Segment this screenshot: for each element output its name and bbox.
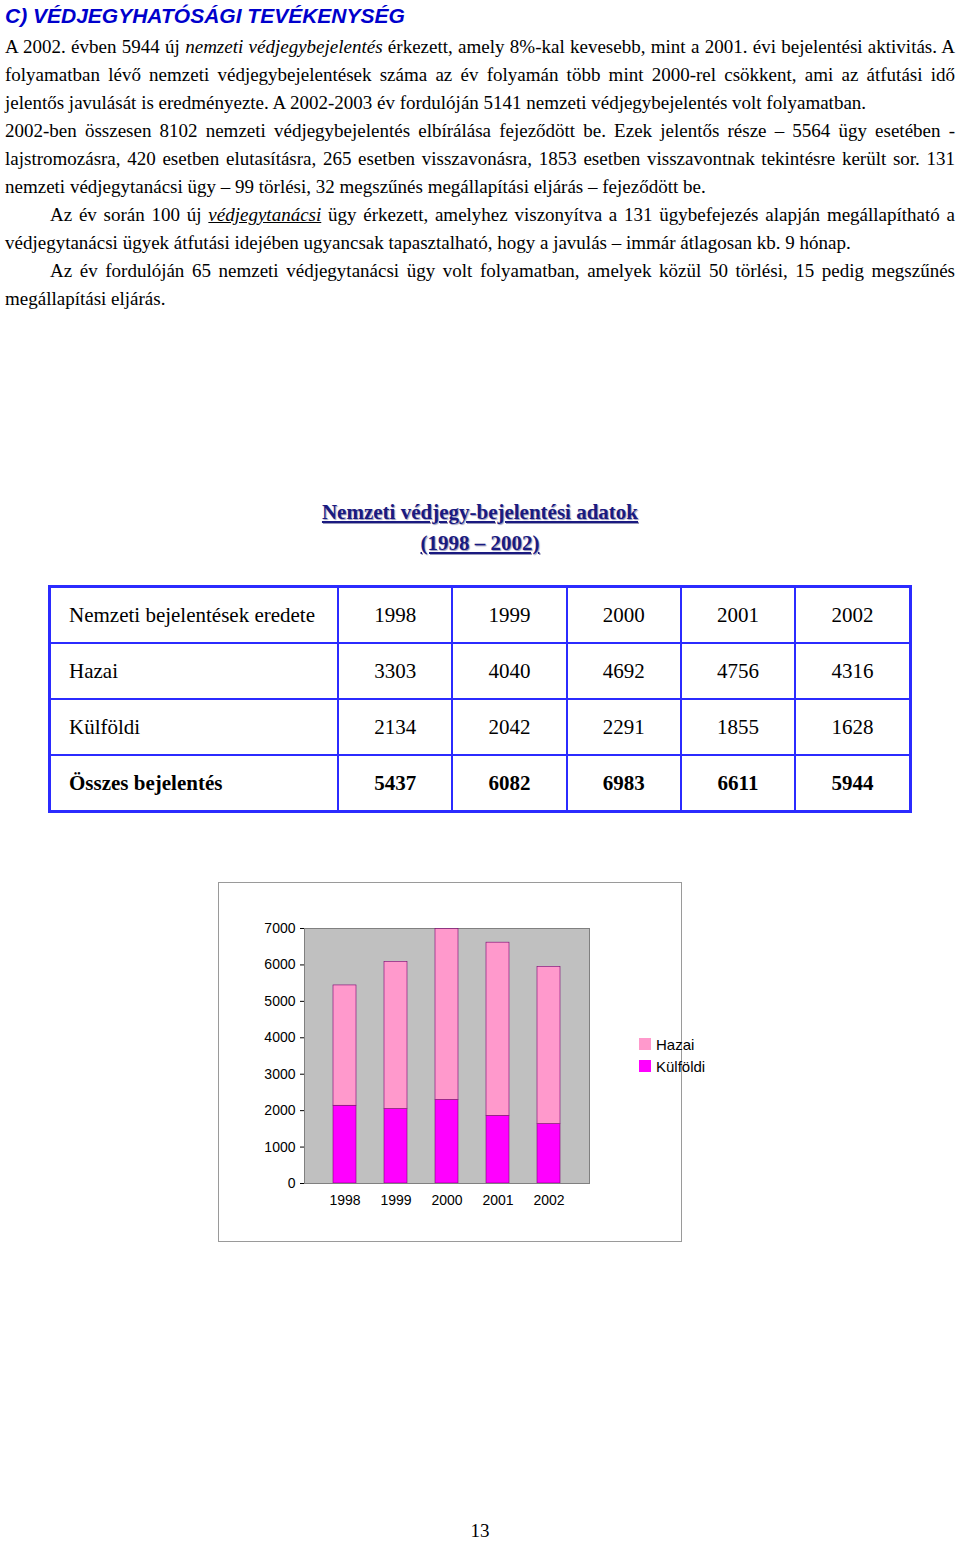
html-text:A 2002. évben 5944 új nemzeti: A 2002. évben 5944 új nemzeti védjegybej… bbox=[5, 36, 955, 113]
svg-text:2002: 2002 bbox=[533, 1192, 564, 1208]
html-text:4756: 4756 bbox=[717, 658, 759, 683]
html-text:5944: 5944 bbox=[831, 770, 874, 795]
html-text:C) VÉDJEGYHATÓSÁGI TEVÉKENYSÉG: C) VÉDJEGYHATÓSÁGI TEVÉKENYSÉG bbox=[5, 4, 405, 27]
svg-text:2001: 2001 bbox=[482, 1192, 513, 1208]
html-text:13: 13 bbox=[470, 1520, 490, 1541]
svg-text:3000: 3000 bbox=[264, 1066, 295, 1082]
html-text:1999: 1999 bbox=[488, 602, 531, 627]
svg-text:7000: 7000 bbox=[264, 920, 295, 936]
html-text:Nemzeti bejelentések eredete: Nemzeti bejelentések eredete bbox=[69, 603, 315, 627]
html-text:1628: 1628 bbox=[831, 714, 874, 739]
html-text:(1998 – 2002): (1998 – 2002) bbox=[420, 531, 540, 555]
svg-text:1999: 1999 bbox=[380, 1192, 411, 1208]
html-text:Külföldi: Külföldi bbox=[656, 1057, 706, 1075]
html-text:2002-ben összesen 8102 nemzeti: 2002-ben összesen 8102 nemzeti védjegybe… bbox=[5, 120, 955, 197]
html-text:2002: 2002 bbox=[831, 602, 874, 627]
html-text:2000: 2000 bbox=[602, 602, 645, 627]
html-text:6082: 6082 bbox=[488, 770, 531, 795]
html-text:3303: 3303 bbox=[374, 658, 417, 683]
svg-text:2000: 2000 bbox=[264, 1102, 295, 1118]
html-text:2134: 2134 bbox=[374, 714, 417, 739]
html-text:2042: 2042 bbox=[488, 714, 531, 739]
html-text:6983: 6983 bbox=[602, 770, 645, 795]
html-text:6611: 6611 bbox=[717, 770, 759, 795]
html-text:4040: 4040 bbox=[488, 658, 531, 683]
html-text:Összes bejelentés: Összes bejelentés bbox=[69, 771, 223, 795]
svg-text:4000: 4000 bbox=[264, 1029, 295, 1045]
html-text:4316: 4316 bbox=[831, 658, 874, 683]
svg-text:1998: 1998 bbox=[329, 1192, 360, 1208]
svg-text:5000: 5000 bbox=[264, 993, 295, 1009]
svg-text:2000: 2000 bbox=[431, 1192, 462, 1208]
html-text:Külföldi: Külföldi bbox=[69, 715, 141, 739]
html-text:2001: 2001 bbox=[717, 602, 759, 627]
svg-text:0: 0 bbox=[288, 1175, 296, 1191]
html-text:1855: 1855 bbox=[717, 714, 759, 739]
html-text:5437: 5437 bbox=[374, 770, 417, 795]
html-text:Az év fordulóján 65 nemzeti vé: Az év fordulóján 65 nemzeti védjegytanác… bbox=[5, 260, 955, 309]
html-text:4692: 4692 bbox=[602, 658, 645, 683]
html-text:Hazai: Hazai bbox=[69, 659, 118, 683]
html-text:Hazai: Hazai bbox=[656, 1035, 695, 1053]
svg-text:6000: 6000 bbox=[264, 956, 295, 972]
html-text:2291: 2291 bbox=[602, 714, 645, 739]
svg-text:1000: 1000 bbox=[264, 1139, 295, 1155]
html-text:Nemzeti védjegy-bejelentési ad: Nemzeti védjegy-bejelentési adatok bbox=[322, 500, 638, 524]
html-text:Az év során 100 új védjegytaná: Az év során 100 új védjegytanácsi ügy ér… bbox=[5, 204, 955, 253]
html-text:1998: 1998 bbox=[374, 602, 417, 627]
